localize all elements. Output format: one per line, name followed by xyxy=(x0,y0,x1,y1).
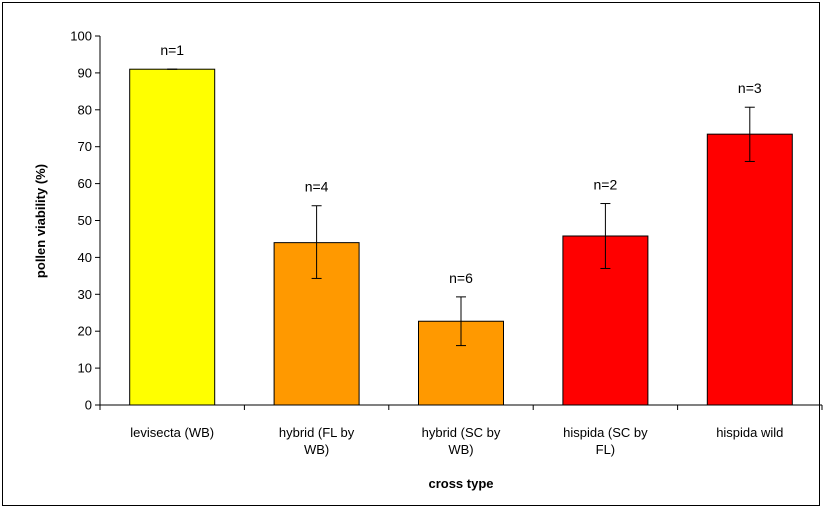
y-axis-title: pollen viability (%) xyxy=(33,164,48,278)
y-tick-label: 70 xyxy=(78,139,92,154)
sample-size-label: n=2 xyxy=(594,177,618,193)
sample-size-label: n=3 xyxy=(738,80,762,96)
sample-size-label: n=6 xyxy=(449,270,473,286)
y-tick-label: 0 xyxy=(85,398,92,413)
y-tick-label: 40 xyxy=(78,250,92,265)
bar xyxy=(130,69,215,405)
y-tick-label: 10 xyxy=(78,361,92,376)
category-label: levisecta (WB) xyxy=(130,425,214,440)
bar xyxy=(707,134,792,405)
sample-size-label: n=1 xyxy=(160,42,184,58)
category-label: hispida wild xyxy=(716,425,783,440)
sample-size-label: n=4 xyxy=(305,179,329,195)
y-tick-label: 90 xyxy=(78,65,92,80)
chart-frame xyxy=(3,3,820,506)
y-tick-label: 20 xyxy=(78,324,92,339)
y-tick-label: 80 xyxy=(78,102,92,117)
y-tick-label: 30 xyxy=(78,287,92,302)
y-tick-label: 100 xyxy=(70,29,92,44)
y-tick-label: 60 xyxy=(78,176,92,191)
x-axis-title: cross type xyxy=(428,476,493,491)
y-tick-label: 50 xyxy=(78,213,92,228)
